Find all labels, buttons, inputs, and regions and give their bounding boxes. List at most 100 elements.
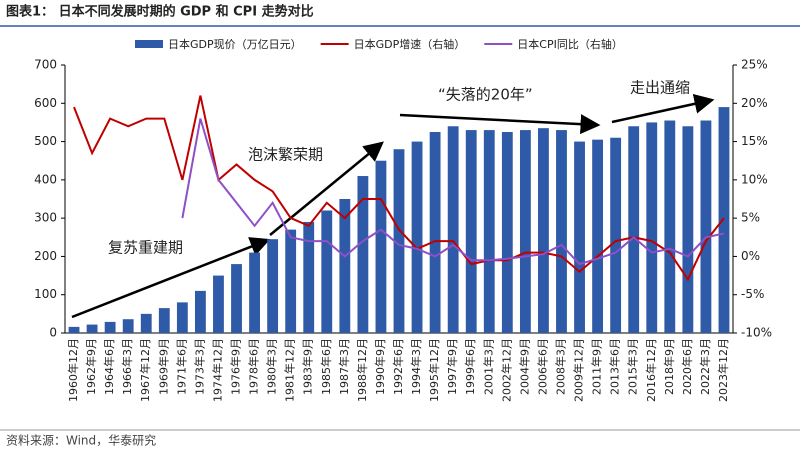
bar [104,321,116,333]
bar [285,229,297,333]
bar [231,264,242,333]
x-tick-label: 2004年9月 [517,338,531,395]
arrow [611,93,715,124]
chart-title: 图表1： 日本不同发展时期的 GDP 和 CPI 走势对比 [6,4,314,20]
x-tick-label: 1988年12月 [355,338,369,402]
y-tick-label: 100 [34,287,57,301]
x-tick-label: 1997年9月 [445,338,459,395]
bar [465,130,477,333]
bar [267,239,279,333]
x-tick-label: 2006年6月 [535,338,549,395]
bar [321,210,333,333]
line [181,118,725,266]
x-tick-label: 1990年9月 [373,338,387,395]
y2-tick-label: 25% [741,58,768,72]
legend-label: 日本GDP增速（右轴） [354,37,466,51]
y-tick-label: 700 [34,58,57,72]
y2-tick-label: 0% [741,249,760,263]
bar [700,120,712,333]
bar [646,122,658,333]
legend-label: 日本CPI同比（右轴） [517,37,623,51]
bar [592,139,604,333]
arrow [269,141,384,236]
bar [610,137,622,333]
arrow [71,237,271,319]
y-tick-label: 400 [34,172,57,186]
x-tick-label: 1973年3月 [192,338,206,395]
bar [519,130,531,333]
x-tick-label: 1964年6月 [102,338,116,395]
x-tick-label: 1966年3月 [120,338,134,395]
bar [411,141,423,333]
y2-tick-label: 15% [741,134,768,148]
bar [393,149,405,333]
x-tick-label: 2009年12月 [572,338,586,402]
bar [429,132,441,333]
x-tick-label: 1994年3月 [409,338,423,395]
y2-tick-label: -5% [741,287,764,301]
bar [194,290,206,333]
bar [574,141,585,333]
x-tick-label: 1981年12月 [283,338,297,402]
x-tick-label: 2013年6月 [608,338,622,395]
annotation: 复苏重建期 [108,239,183,257]
x-tick-label: 1978年6月 [247,338,261,395]
bar [501,132,513,333]
line [73,95,725,282]
bar [447,126,459,333]
y2-tick-label: 20% [741,96,768,110]
bar [682,126,694,333]
x-tick-label: 2023年12月 [716,338,730,402]
annotation: “失落的20年” [438,86,533,104]
x-tick-label: 1992年6月 [391,338,405,395]
bar [628,126,640,333]
bar [357,176,369,333]
bar [122,319,134,333]
bar [718,107,730,333]
bar [664,120,676,333]
bar [140,313,152,333]
x-tick-label: 2022年3月 [698,338,712,395]
y-tick-label: 0 [49,326,57,340]
y2-tick-label: -10% [741,326,772,340]
x-tick-label: 1985年6月 [319,338,333,395]
annotation: 泡沫繁荣期 [248,146,323,164]
x-tick-label: 1974年12月 [210,338,224,402]
legend-swatch [135,40,163,48]
bar [176,302,188,333]
bar [375,160,387,333]
x-tick-label: 2001年3月 [481,338,495,395]
x-tick-label: 2020年6月 [680,338,694,395]
y-tick-label: 600 [34,96,57,110]
bar [339,199,351,333]
x-tick-label: 1983年9月 [301,338,315,395]
x-tick-label: 1987年3月 [337,338,351,395]
x-tick-label: 2011年9月 [590,338,604,395]
x-tick-label: 1962年9月 [84,338,98,395]
x-tick-label: 1976年9月 [229,338,243,395]
x-tick-label: 1995年12月 [427,338,441,402]
x-tick-label: 2016年12月 [644,338,658,402]
x-tick-label: 2008年3月 [553,338,567,395]
bar [538,128,549,333]
arrow [399,113,601,135]
x-tick-label: 1969年9月 [156,338,170,395]
bar [86,324,98,333]
bar [483,130,495,333]
x-tick-label: 1999年6月 [463,338,477,395]
x-tick-label: 2018年9月 [662,338,676,395]
x-tick-label: 1980年3月 [265,338,279,395]
legend-label: 日本GDP现价（万亿日元） [168,37,302,51]
bar [158,308,170,333]
bar [213,275,224,333]
source: 资料来源：Wind，华泰研究 [6,433,156,448]
y-tick-label: 300 [34,211,57,225]
bar [556,130,567,333]
y-tick-label: 200 [34,249,57,263]
x-tick-label: 1960年12月 [66,338,80,402]
x-tick-label: 2002年12月 [499,338,513,402]
x-tick-label: 1971年6月 [174,338,188,395]
y2-tick-label: 10% [741,172,768,186]
